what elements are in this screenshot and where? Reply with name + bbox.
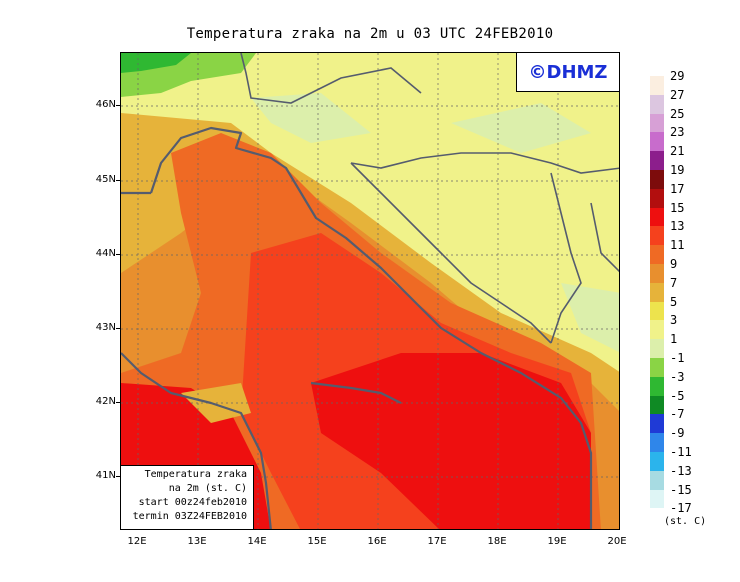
legend-swatch <box>650 489 664 509</box>
legend-swatch <box>650 113 664 133</box>
legend-label: -5 <box>670 388 685 403</box>
legend-swatch <box>650 414 664 434</box>
legend-swatch <box>650 320 664 340</box>
legend-swatch <box>650 76 664 95</box>
legend-swatch <box>650 245 664 264</box>
legend-label: 9 <box>670 257 678 271</box>
lon-label-14e: 14E <box>247 536 267 547</box>
legend-label: 7 <box>670 275 678 290</box>
legend-label: 3 <box>670 313 678 328</box>
lat-label-41n: 41N <box>95 470 116 481</box>
legend-swatch <box>650 207 664 227</box>
lon-label-13e: 13E <box>187 536 207 547</box>
pale-field-east <box>451 103 591 153</box>
coastlines <box>121 126 593 529</box>
info-box: Temperatura zraka na 2m (st. C) start 00… <box>120 465 254 530</box>
lat-tick <box>116 328 120 329</box>
legend-label: 17 <box>670 181 685 196</box>
lat-tick <box>116 180 120 181</box>
legend-label: 19 <box>670 163 685 177</box>
legend-label: 23 <box>670 125 685 140</box>
legend-label: 29 <box>670 69 685 83</box>
map-svg <box>121 53 619 529</box>
legend-swatch <box>650 339 664 358</box>
legend-label: -15 <box>670 482 692 497</box>
border-bih-west <box>350 162 552 344</box>
legend-label: -1 <box>670 351 685 365</box>
pale-field-se <box>561 283 619 352</box>
legend-swatch <box>650 94 664 114</box>
lon-label-16e: 16E <box>367 536 387 547</box>
lat-label-42n: 42N <box>95 396 116 407</box>
legend-label: 13 <box>670 219 685 234</box>
lat-tick <box>116 254 120 255</box>
lat-label-45n: 45N <box>95 174 116 185</box>
legend-swatch <box>650 470 664 490</box>
map-title: Temperatura zraka na 2m u 03 UTC 24FEB20… <box>186 26 554 42</box>
legend-label: 11 <box>670 238 685 253</box>
lon-label-12e: 12E <box>127 536 147 547</box>
border-north <box>240 53 422 104</box>
legend-label: -9 <box>670 426 685 441</box>
info-line-4: termin 03Z24FEB2010 <box>132 511 247 522</box>
lon-label-19e: 19E <box>547 536 567 547</box>
legend-swatch <box>650 132 664 152</box>
legend-label: -17 <box>670 501 692 516</box>
legend-label: 5 <box>670 294 678 309</box>
lon-label-20e: 20E <box>607 536 627 547</box>
legend-swatch <box>650 188 664 208</box>
legend-swatch <box>650 151 664 170</box>
legend-label: 25 <box>670 106 685 121</box>
legend-swatch <box>650 452 664 471</box>
lat-label-44n: 44N <box>95 248 116 259</box>
lat-tick <box>116 105 120 106</box>
lat-tick <box>116 402 120 403</box>
lat-label-46n: 46N <box>95 99 116 110</box>
info-line-3: start 00z24feb2010 <box>138 497 247 508</box>
legend-swatch <box>650 358 664 377</box>
east-adriatic-coast <box>149 126 593 529</box>
info-line-1: Temperatura zraka <box>144 469 247 480</box>
info-line-2: na 2m (st. C) <box>168 483 247 494</box>
lon-label-17e: 17E <box>427 536 447 547</box>
legend-label: 21 <box>670 144 685 159</box>
legend-swatch <box>650 433 664 452</box>
italian-coast <box>121 352 272 529</box>
border-bih-east <box>550 172 582 344</box>
legend-swatch <box>650 170 664 189</box>
legend-label: -13 <box>670 463 692 478</box>
red-field-south <box>311 353 591 529</box>
legend-swatch <box>650 376 664 396</box>
legend-swatch <box>650 395 664 415</box>
temperature-map <box>120 52 620 530</box>
legend-unit: (st. C) <box>664 516 707 527</box>
lat-tick <box>116 476 120 477</box>
legend-label: 1 <box>670 332 678 347</box>
border-serbia <box>590 202 619 273</box>
legend-label: -11 <box>670 445 692 459</box>
pale-field-north <box>251 93 371 143</box>
dhmz-logo: ©DHMZ <box>516 52 620 92</box>
lat-label-43n: 43N <box>95 322 116 333</box>
legend-swatch <box>650 264 664 283</box>
island-coast <box>310 381 402 404</box>
legend-label: 15 <box>670 200 685 215</box>
legend-label: -7 <box>670 407 685 422</box>
border-sava <box>350 152 619 174</box>
legend-swatch <box>650 226 664 246</box>
dark-green-field <box>121 53 191 73</box>
lon-label-15e: 15E <box>307 536 327 547</box>
legend-swatch <box>650 282 664 302</box>
legend-label: 27 <box>670 87 685 102</box>
borders <box>240 53 619 344</box>
legend-label: -3 <box>670 369 685 384</box>
legend-swatch <box>650 301 664 321</box>
lon-label-18e: 18E <box>487 536 507 547</box>
